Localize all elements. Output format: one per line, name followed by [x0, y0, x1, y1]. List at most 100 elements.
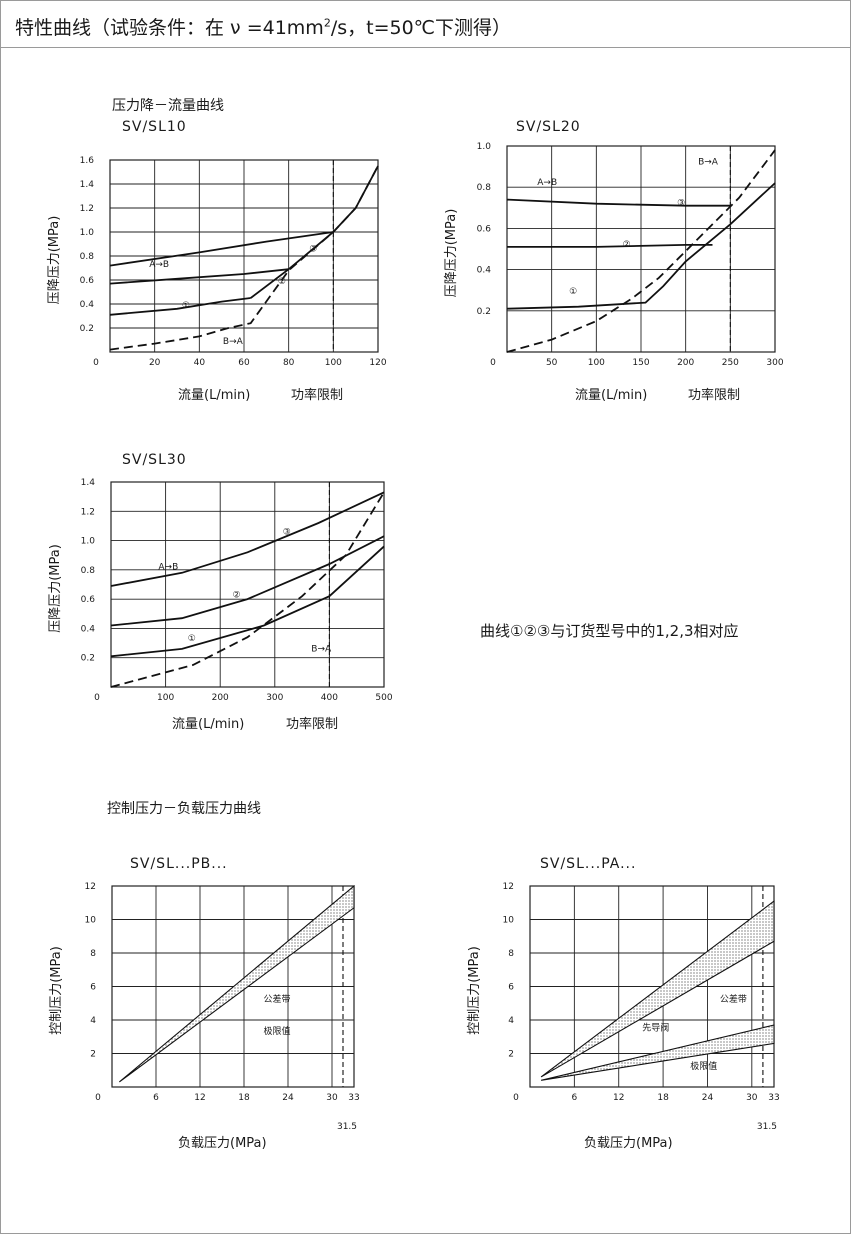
y-tick-label: 1.0: [477, 142, 492, 152]
series-line-4: [250, 165, 379, 299]
curve-label: ①: [569, 287, 577, 297]
y-tick-label: 0.6: [81, 595, 96, 605]
x-tick-label: 12: [194, 1093, 205, 1103]
y-tick-label: 10: [85, 916, 97, 926]
y-tick-label: 4: [508, 1016, 514, 1026]
x-axis-label-pb: 负载压力(MPa): [178, 1136, 267, 1151]
curve-label: B→A: [223, 337, 244, 347]
x-tick-label: 6: [153, 1093, 159, 1103]
chart-title-pb: SV/SL...PB...: [130, 856, 228, 872]
x-tick-label: 20: [149, 358, 161, 368]
x-tick-label: 200: [212, 693, 229, 703]
tolerance-band-1: [540, 1024, 775, 1081]
y-tick-label: 6: [508, 983, 514, 993]
y-tick-label: 0.4: [477, 266, 492, 276]
x-tick-label: 80: [283, 358, 295, 368]
page-title: 特性曲线（试验条件：在 ν =41mm2/s，t=50℃下测得）: [15, 13, 511, 40]
y-axis-label: 压降压力(MPa): [444, 209, 459, 298]
x-tick-label: 100: [157, 693, 174, 703]
x-tick-label: 33: [348, 1093, 359, 1103]
title-prefix: 特性曲线（试验条件：在 ν =41mm: [15, 17, 324, 39]
x-axis-label-sl10: 流量(L/min): [178, 388, 251, 403]
curve-label: A→B: [537, 178, 557, 188]
y-tick-label: 0.8: [477, 183, 492, 193]
x-tick-label: 60: [238, 358, 250, 368]
curve-label: ③: [309, 245, 317, 255]
x-tick-label: 0: [94, 693, 100, 703]
x-tick-label: 6: [571, 1093, 577, 1103]
x-tick-label: 30: [746, 1093, 758, 1103]
x-tick-label: 100: [588, 358, 605, 368]
y-tick-label: 10: [503, 916, 515, 926]
y-tick-label: 0.8: [81, 566, 96, 576]
power-limit-label-sl30: 功率限制: [286, 717, 339, 732]
chart-title-sl10: SV/SL10: [122, 119, 187, 135]
chart-title-sl30: SV/SL30: [122, 452, 187, 468]
series-line-0: [109, 297, 251, 316]
chart-sl20: 0 50 100 150 200 250 300 0.2 0.4 0.6 0.8 1.0 压降压力(MP…: [444, 142, 784, 368]
series-line-2: [109, 231, 334, 267]
y-tick-label: 1.0: [80, 228, 95, 238]
x-tick-label: 200: [677, 358, 694, 368]
series-line-1: [109, 268, 289, 285]
chart-title-sl20: SV/SL20: [516, 119, 581, 135]
series-line-3: [109, 165, 379, 351]
curve-label: B→A: [311, 644, 332, 654]
curve-label: ①: [188, 634, 196, 644]
y-tick-label: 2: [508, 1050, 514, 1060]
curve-correspondence-note: 曲线①②③与订货型号中的1,2,3相对应: [480, 622, 739, 640]
curve-label: ②: [233, 590, 241, 600]
x-axis-label-sl30: 流量(L/min): [172, 717, 245, 732]
y-axis-label: 控制压力(MPa): [467, 946, 482, 1035]
y-tick-label: 8: [508, 949, 514, 959]
title-suffix: /s，t=50℃下测得）: [330, 17, 511, 39]
y-axis-label: 控制压力(MPa): [49, 946, 64, 1035]
x-tick-label: 0: [93, 358, 99, 368]
y-tick-label: 0.4: [80, 300, 95, 310]
pressure-drop-section-title: 压力降－流量曲线: [112, 98, 224, 114]
curve-label: 公差带: [720, 993, 747, 1005]
x-tick-label: 18: [238, 1093, 250, 1103]
series-line-3: [110, 491, 385, 688]
y-tick-label: 6: [90, 983, 96, 993]
y-tick-label: 1.4: [81, 478, 96, 488]
x-tick-label: 40: [194, 358, 206, 368]
curve-label: A→B: [158, 562, 178, 572]
y-tick-label: 1.6: [80, 156, 95, 166]
x-tick-label: 24: [282, 1093, 294, 1103]
y-tick-label: 8: [90, 949, 96, 959]
curve-label: ②: [278, 277, 286, 287]
x-tick-label: 0: [95, 1093, 101, 1103]
plot-frame: [529, 885, 775, 1088]
x-tick-label: 12: [613, 1093, 624, 1103]
power-limit-label-sl20: 功率限制: [688, 388, 741, 403]
x-tick-label: 0: [490, 358, 496, 368]
series-line-0: [110, 545, 385, 658]
y-tick-label: 0.6: [477, 224, 492, 234]
curve-label: B→A: [698, 157, 719, 167]
tolerance-band-0: [118, 884, 355, 1083]
curve-label: ③: [283, 527, 291, 537]
curve-label: A→B: [149, 260, 169, 270]
chart-sl10: 0 20 40 60 80 100 120 0.2 0.4 0.6 0.8 1.0 1.2 1.4 1.6 压…: [47, 156, 387, 368]
x-tick-label: 50: [546, 358, 558, 368]
title-superscript: 2: [323, 16, 331, 30]
x-tick-label: 300: [766, 358, 783, 368]
curve-label: ①: [182, 301, 190, 311]
series-line-3: [506, 149, 776, 353]
curve-label: 先导阀: [642, 1022, 669, 1034]
x-axis-label-pa: 负载压力(MPa): [584, 1136, 673, 1151]
curve-label: 极限值: [263, 1025, 290, 1037]
curve-label: ③: [677, 199, 685, 209]
y-tick-label: 2: [90, 1050, 96, 1060]
x-tick-label: 0: [513, 1093, 519, 1103]
x-tick-label: 150: [632, 358, 649, 368]
plot-frame: [110, 481, 385, 688]
y-tick-label: 12: [85, 882, 96, 892]
x-axis-label-sl20: 流量(L/min): [575, 388, 648, 403]
y-axis-label: 压降压力(MPa): [48, 544, 63, 633]
x-tick-label: 500: [375, 693, 392, 703]
plot-frame: [109, 159, 379, 353]
y-tick-label: 12: [503, 882, 514, 892]
